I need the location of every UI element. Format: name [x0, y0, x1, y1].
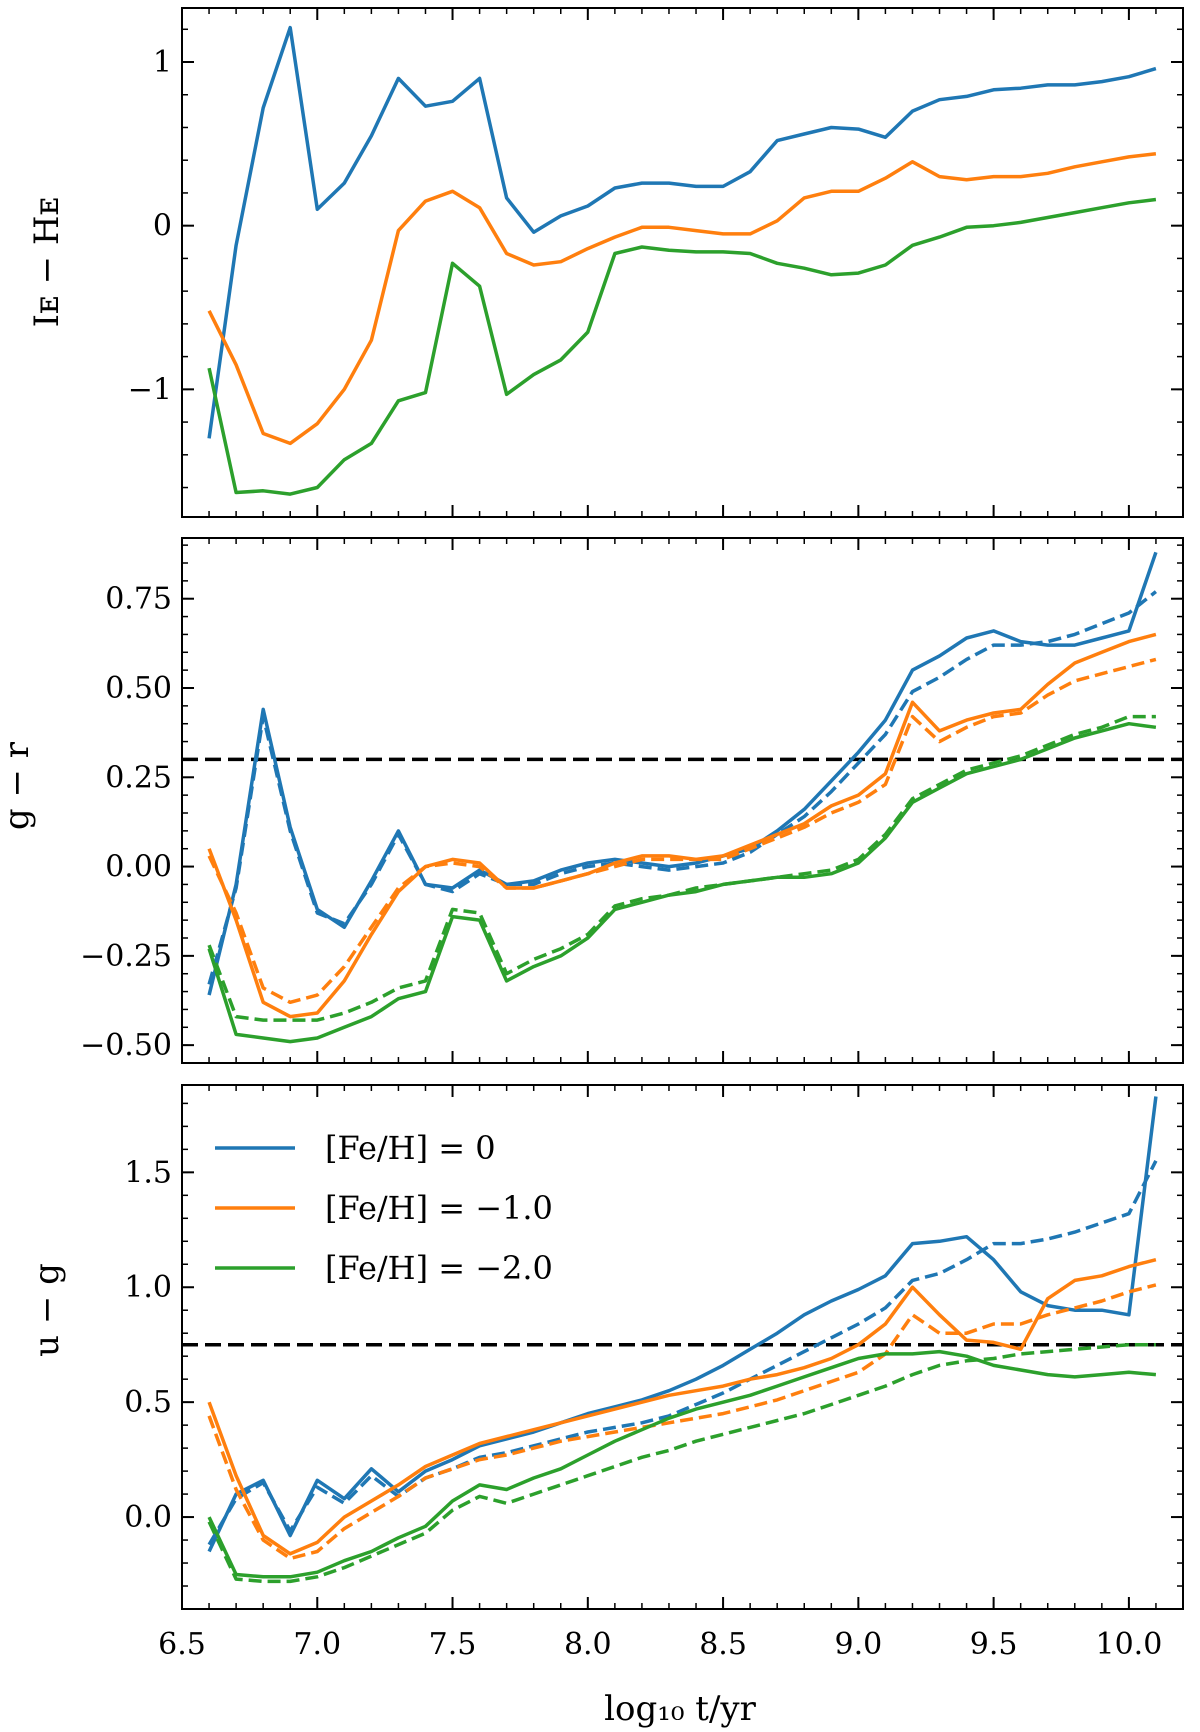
y-tick-label: 0.00 — [105, 850, 172, 885]
panel-g-r: 0.75 0.50 0.25 0.00 −0.25 −0.50 — [80, 537, 1184, 1064]
y-tick-label: 0 — [153, 209, 172, 244]
x-tick-label: 7.0 — [293, 1627, 341, 1662]
x-tick-label: 7.5 — [429, 1627, 477, 1662]
series-line-fem2-dashed — [207, 1342, 1156, 1584]
series-line-fem2 — [207, 197, 1157, 496]
y-tick-label: 1.5 — [124, 1155, 172, 1190]
y-tick-label: 1 — [153, 45, 172, 80]
series-line-fem1 — [207, 1258, 1157, 1556]
x-tick-label: 8.5 — [699, 1627, 747, 1662]
x-tick-label: 6.5 — [158, 1627, 206, 1662]
y-tick-label: −0.50 — [80, 1028, 172, 1063]
series-line-fe0 — [207, 551, 1158, 996]
x-tick-label: 9.0 — [834, 1627, 882, 1662]
series-line-fem2 — [207, 1349, 1157, 1579]
series-line-fe0-dashed — [207, 590, 1157, 985]
y-tick-label: 0.75 — [105, 582, 172, 617]
y-axis-title-g-r: g − r — [0, 741, 37, 830]
x-tick-labels: 6.5 7.0 7.5 8.0 8.5 9.0 9.5 10.0 — [158, 1627, 1162, 1662]
x-tick-label: 9.5 — [970, 1627, 1018, 1662]
y-tick-label: 0.25 — [105, 760, 172, 795]
series-line-fem1 — [207, 151, 1157, 446]
y-tick-label: 0.0 — [124, 1500, 172, 1535]
y-tick-label: 0.5 — [124, 1385, 172, 1420]
y-tick-label: 0.50 — [105, 671, 172, 706]
series-line-fem2-dashed — [207, 714, 1156, 1022]
series-line-fe0 — [207, 1096, 1158, 1553]
x-tick-label: 10.0 — [1095, 1627, 1162, 1662]
series-line-fe0 — [207, 25, 1157, 439]
series-line-fem1-dashed — [207, 657, 1157, 1005]
axes-frame — [181, 1084, 1184, 1610]
x-tick-label: 8.0 — [564, 1627, 612, 1662]
legend-label-fem2: [Fe/H] = −2.0 — [325, 1249, 553, 1287]
y-tick-label: −1 — [128, 372, 172, 407]
series-line-fem2 — [207, 721, 1157, 1044]
y-tick-label: 1.0 — [124, 1270, 172, 1305]
legend-label-fe0: [Fe/H] = 0 — [325, 1129, 496, 1167]
panel-ie-he: 1 0 −1 — [128, 7, 1184, 518]
y-axis-title-u-g: u − g — [27, 1263, 67, 1357]
y-tick-label: −0.25 — [80, 939, 172, 974]
series-line-fem1-dashed — [207, 1283, 1157, 1561]
series-line-fe0-dashed — [207, 1160, 1158, 1546]
y-axis-title-ie-he: Iᴇ − Hᴇ — [27, 197, 67, 328]
x-axis-title: log₁₀ t/yr — [604, 1689, 757, 1729]
axes-frame — [181, 7, 1184, 518]
legend: [Fe/H] = 0 [Fe/H] = −1.0 [Fe/H] = −2.0 — [215, 1129, 553, 1287]
legend-label-fem1: [Fe/H] = −1.0 — [325, 1189, 553, 1227]
panel-u-g: 1.5 1.0 0.5 0.0 — [124, 1084, 1184, 1610]
axes-frame — [181, 537, 1184, 1064]
